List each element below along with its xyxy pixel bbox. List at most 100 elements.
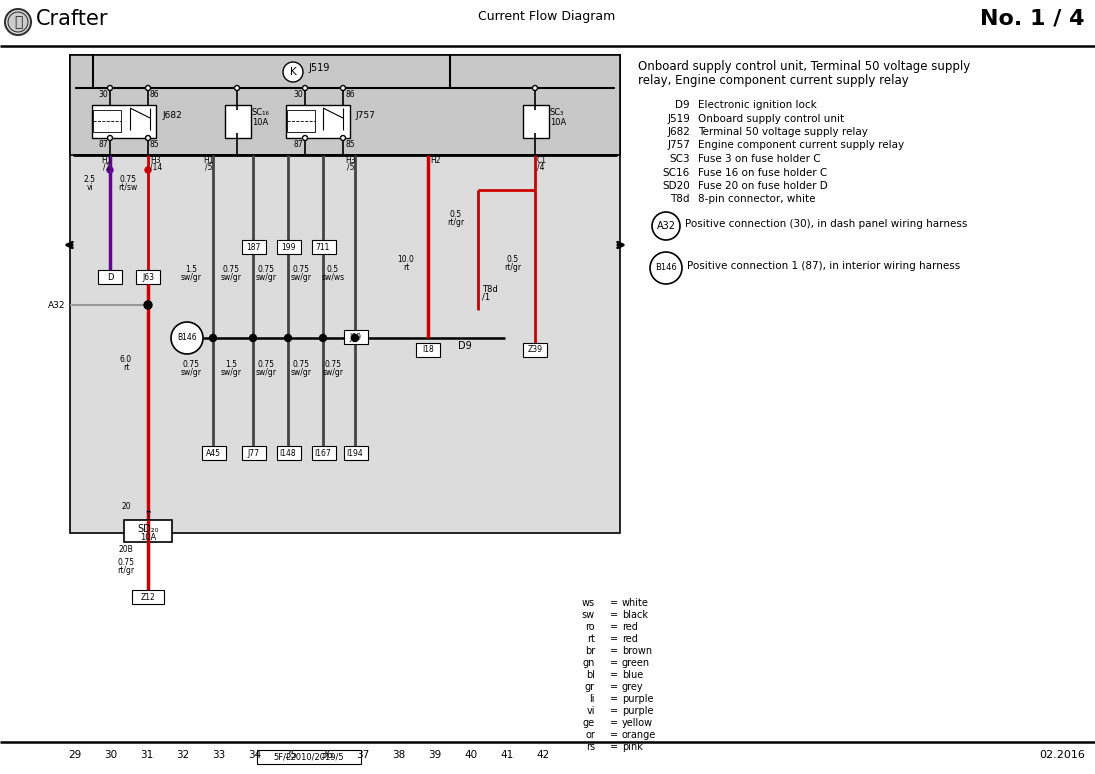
Bar [124,520,172,542]
Text: bl: bl [586,670,595,680]
Text: I148: I148 [279,448,297,457]
Bar [242,240,266,254]
Text: Positive connection 1 (87), in interior wiring harness: Positive connection 1 (87), in interior … [687,261,960,271]
Text: yellow: yellow [622,718,653,728]
Circle shape [302,85,308,91]
Text: 0.75: 0.75 [257,360,275,369]
Circle shape [146,85,150,91]
Bar [70,55,620,155]
Text: sw/gr: sw/gr [290,273,311,282]
Text: 41: 41 [500,750,514,760]
Text: 35: 35 [285,750,298,760]
Text: 38: 38 [392,750,405,760]
Text: /5: /5 [205,163,212,172]
Text: J682: J682 [162,111,182,119]
Text: Fuse 3 on fuse holder C: Fuse 3 on fuse holder C [698,154,820,164]
Circle shape [250,334,256,341]
Text: H3: H3 [346,156,356,165]
Text: =: = [610,730,618,740]
Text: 711: 711 [315,242,331,252]
Text: SD20: SD20 [662,181,690,191]
Circle shape [341,85,346,91]
Text: 85: 85 [150,140,160,149]
Bar [312,240,336,254]
Text: relay, Engine component current supply relay: relay, Engine component current supply r… [638,74,909,87]
Text: A32: A32 [657,221,676,231]
Text: SC₃: SC₃ [550,108,564,117]
Text: Fuse 16 on fuse holder C: Fuse 16 on fuse holder C [698,167,827,177]
Text: Z39: Z39 [528,345,542,354]
Text: J69: J69 [349,333,361,341]
Circle shape [320,334,326,341]
Text: blue: blue [622,670,643,680]
Circle shape [532,85,538,91]
Text: I194: I194 [347,448,364,457]
Text: red: red [622,634,638,644]
Text: 86: 86 [345,90,355,99]
Bar [287,110,315,132]
Text: /14: /14 [150,163,162,172]
Text: 87: 87 [99,140,108,149]
Text: D9: D9 [458,341,472,351]
Text: ↑: ↑ [143,510,152,520]
Text: sw/gr: sw/gr [255,368,277,377]
Bar [523,105,549,138]
Bar [136,270,160,284]
Text: 0.75: 0.75 [222,265,240,274]
Circle shape [171,322,203,354]
Text: No. 1 / 4: No. 1 / 4 [980,9,1085,29]
Text: black: black [622,610,648,620]
Bar [242,446,266,460]
Bar [344,446,368,460]
Bar [286,105,350,138]
Text: =: = [610,610,618,620]
Text: 33: 33 [212,750,226,760]
Text: J77: J77 [247,448,260,457]
Circle shape [145,301,152,309]
Text: Z12: Z12 [140,593,155,601]
Text: K: K [289,67,297,77]
Text: 0.5: 0.5 [327,265,339,274]
Text: 34: 34 [249,750,262,760]
Text: 10A: 10A [140,533,157,542]
Text: 0.75: 0.75 [183,360,199,369]
Text: sw/gr: sw/gr [323,368,344,377]
Text: 39: 39 [428,750,441,760]
Text: purple: purple [622,706,654,716]
Text: J757: J757 [667,141,690,150]
Text: Fuse 20 on fuse holder D: Fuse 20 on fuse holder D [698,181,828,191]
Text: SC3: SC3 [669,154,690,164]
Text: rs: rs [586,742,595,752]
Text: J519: J519 [308,63,330,73]
Circle shape [107,85,113,91]
Text: 42: 42 [537,750,550,760]
Text: B146: B146 [655,263,677,272]
Text: 6.0: 6.0 [120,355,132,364]
Text: or: or [585,730,595,740]
Text: H1: H1 [204,156,215,165]
Text: 37: 37 [356,750,370,760]
Text: H3: H3 [150,156,161,165]
Circle shape [234,85,240,91]
Bar [277,446,301,460]
Text: =: = [610,670,618,680]
Text: vi: vi [587,706,595,716]
Text: 29: 29 [68,750,82,760]
Text: 8-pin connector, white: 8-pin connector, white [698,194,816,204]
Text: green: green [622,658,650,668]
Text: Electronic ignition lock: Electronic ignition lock [698,100,817,110]
Text: Engine component current supply relay: Engine component current supply relay [698,141,904,150]
Text: sw/gr: sw/gr [290,368,311,377]
Text: ws: ws [581,598,595,608]
Bar [277,240,301,254]
Bar [416,343,440,357]
Text: rt: rt [123,363,129,372]
Text: Positive connection (30), in dash panel wiring harness: Positive connection (30), in dash panel … [685,219,967,229]
Text: rt/sw: rt/sw [118,183,138,192]
Text: =: = [610,682,618,692]
Text: SC₁₆: SC₁₆ [252,108,269,117]
Text: sw/ws: sw/ws [322,273,345,282]
Text: SD₂₀: SD₂₀ [137,524,159,534]
Text: 0.75: 0.75 [292,265,310,274]
Bar [257,750,361,764]
